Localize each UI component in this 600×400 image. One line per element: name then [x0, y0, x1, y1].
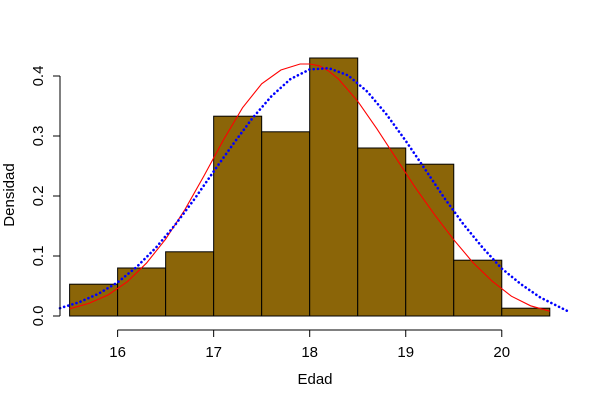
y-tick-label: 0.4 — [30, 66, 47, 87]
y-tick-label: 0.2 — [30, 186, 47, 207]
x-tick-label: 17 — [205, 344, 222, 361]
histogram-bar-6 — [309, 57, 359, 317]
y-axis: 0.0 0.1 0.2 0.3 0.4 — [30, 66, 61, 327]
x-tick-label: 18 — [301, 344, 318, 361]
histogram-bar-5 — [261, 131, 311, 317]
density-curves — [58, 63, 571, 314]
histogram-bar-8 — [405, 163, 455, 317]
y-tick-label: 0.3 — [30, 126, 47, 147]
x-tick-label: 20 — [493, 344, 510, 361]
bars-group — [69, 57, 551, 317]
y-axis-title: Densidad — [1, 163, 18, 226]
y-tick-label: 0.1 — [30, 246, 47, 267]
x-axis-title: Edad — [297, 371, 332, 388]
histogram-bar-3 — [165, 251, 215, 317]
x-tick-label: 16 — [109, 344, 126, 361]
y-tick-label: 0.0 — [30, 306, 47, 327]
histogram-bar-7 — [357, 147, 407, 317]
x-tick-label: 19 — [397, 344, 414, 361]
x-axis: 16 17 18 19 20 — [109, 329, 510, 361]
histogram-bar-1 — [69, 283, 119, 317]
histogram-bar-10 — [501, 307, 551, 317]
normal-density-curve — [58, 66, 571, 314]
kernel-density-curve — [69, 63, 550, 312]
histogram-bar-4 — [213, 115, 263, 317]
histogram-bar-9 — [453, 259, 503, 317]
